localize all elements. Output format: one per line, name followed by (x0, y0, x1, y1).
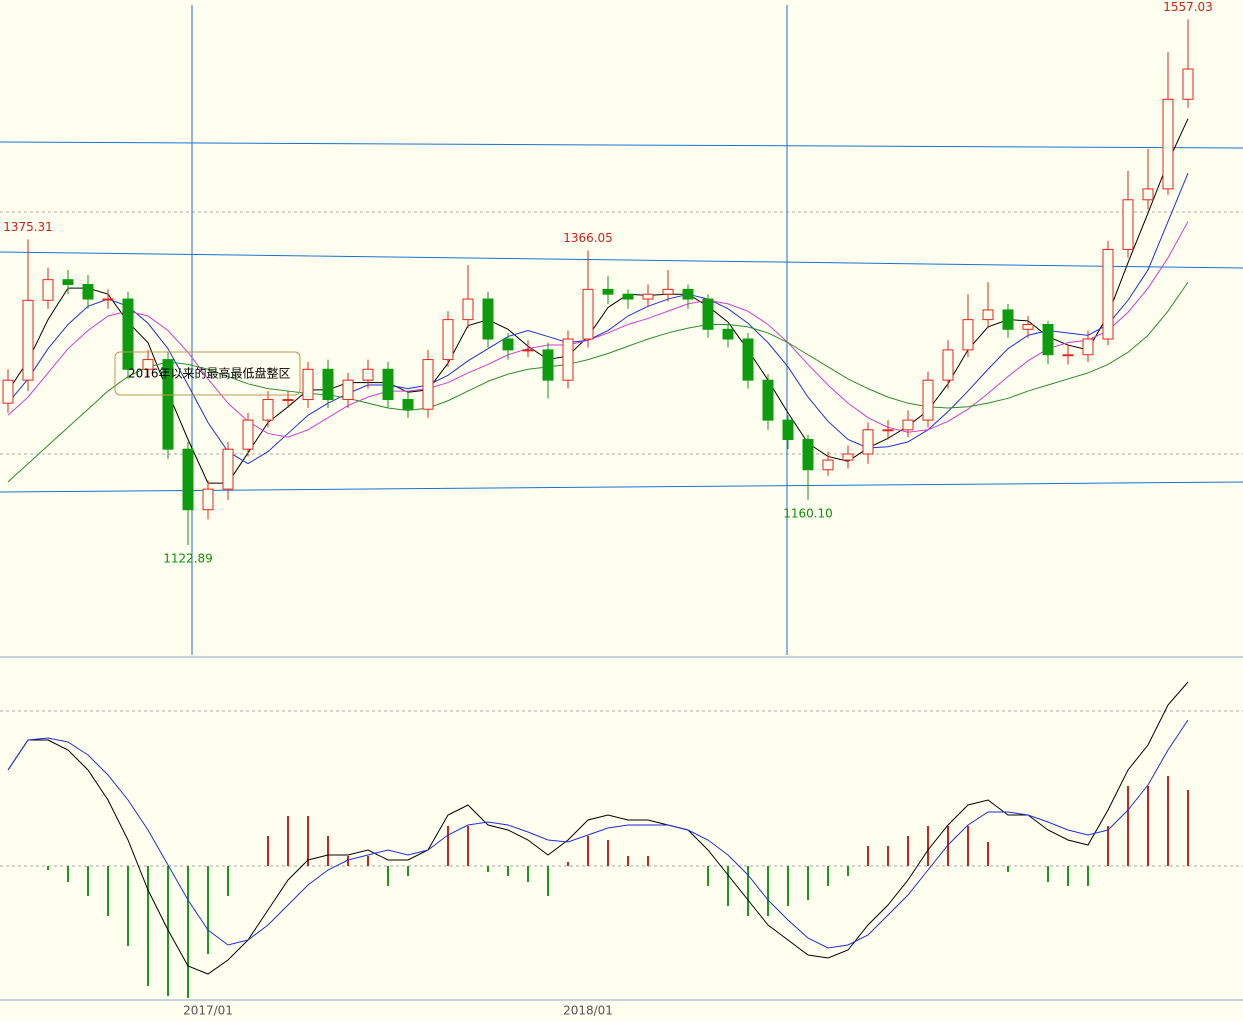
candle-body (1182, 68, 1194, 100)
candle-body (242, 419, 254, 450)
candle-body (262, 399, 274, 421)
candle-body (402, 399, 414, 410)
candle-body (822, 459, 834, 471)
candle-body (702, 298, 714, 330)
note: 2016年以来的最高最低盘整区 (128, 366, 291, 381)
candle-body (142, 359, 154, 370)
candle-body (722, 328, 734, 340)
moving-average (7, 281, 1189, 483)
candle-body (422, 359, 434, 410)
candle-body (942, 349, 954, 381)
moving-average (7, 221, 1189, 438)
moving-average (7, 172, 1189, 465)
marks: 1375.31 1122.89 2017/01 1366.05 2018/01 1160.… (2, 0, 1213, 1018)
candle-body (42, 279, 54, 301)
candle-body (322, 368, 334, 401)
candle-body (1022, 323, 1034, 330)
candle-body (502, 338, 514, 351)
candle-body (762, 379, 774, 421)
candle-body (342, 379, 354, 401)
low-label: 1122.89 (163, 551, 213, 565)
candle-body (562, 338, 574, 381)
high-label: 1557.03 (1163, 0, 1213, 14)
candle-body (1042, 323, 1054, 356)
candle-body (522, 349, 534, 352)
candle-body (542, 349, 554, 381)
candle-body (662, 288, 674, 295)
candle-body (62, 279, 74, 286)
candle-body (202, 488, 214, 511)
candle-body (442, 319, 454, 361)
candle-body (802, 438, 814, 471)
candle-body (22, 299, 34, 381)
macd-line (7, 719, 1189, 949)
candle-body (742, 338, 754, 381)
candle-body (842, 453, 854, 461)
candle-body (362, 368, 374, 381)
macd-line (7, 681, 1189, 975)
trend-line (0, 251, 1243, 269)
moving-average (7, 118, 1189, 484)
candle-body (582, 288, 594, 340)
candle-body (922, 379, 934, 421)
candle-body (1082, 338, 1094, 356)
low-label: 1160.10 (783, 506, 833, 520)
high-label: 1375.31 (3, 220, 53, 234)
candle-body (82, 284, 94, 300)
candle-body (902, 419, 914, 431)
candle-body (1002, 309, 1014, 330)
x-tick-label: 2018/01 (563, 1004, 613, 1018)
candle-body (102, 298, 114, 301)
candle-body (882, 429, 894, 432)
candle-body (982, 309, 994, 321)
candle-body (302, 368, 314, 401)
candle-body (382, 368, 394, 401)
candle-body (682, 288, 694, 300)
candle-body (782, 419, 794, 440)
trend-line (0, 141, 1243, 149)
candle-body (962, 319, 974, 351)
candle-body (862, 429, 874, 455)
candle-body (1062, 354, 1074, 357)
candle-body (162, 359, 174, 450)
note-box (114, 351, 301, 396)
candle-body (2, 379, 14, 404)
candle-body (1162, 98, 1174, 190)
candle-body (462, 298, 474, 321)
candle-body (482, 298, 494, 340)
x-tick-label: 2017/01 (183, 1004, 233, 1018)
candle-body (182, 448, 194, 511)
candle-body (282, 399, 294, 402)
candle-body (642, 293, 654, 300)
candle-body (622, 293, 634, 300)
candle-body (122, 298, 134, 370)
candle-body (602, 288, 614, 295)
high-label: 1366.05 (563, 231, 613, 245)
candle-body (222, 448, 234, 490)
candle-body (1122, 199, 1134, 250)
candle-body (1102, 248, 1114, 340)
candle-body (1142, 188, 1154, 201)
